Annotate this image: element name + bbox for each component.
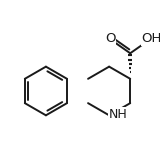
Text: OH: OH <box>142 32 160 45</box>
Text: O: O <box>105 32 116 45</box>
Text: NH: NH <box>109 108 128 121</box>
